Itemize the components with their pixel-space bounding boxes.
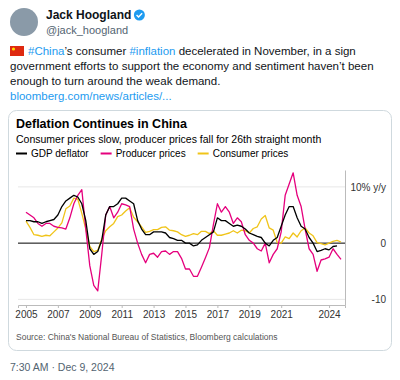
x-tick-mark xyxy=(281,305,282,308)
x-tick-mark xyxy=(249,305,250,308)
tweet-text: government efforts to support the econom… xyxy=(10,60,374,72)
y-tick: 0 xyxy=(345,238,386,249)
x-tick: 2005 xyxy=(15,305,38,320)
x-tick: 2013 xyxy=(143,305,166,320)
legend-swatch xyxy=(198,153,209,155)
x-tick: 2017 xyxy=(207,305,230,320)
x-tick-label: 2005 xyxy=(15,309,38,320)
grid-line xyxy=(18,299,345,300)
x-tick-label: 2007 xyxy=(47,309,70,320)
series-line xyxy=(26,173,341,291)
grid-line xyxy=(18,243,345,244)
tweet-text-line: enough to turn around the weak demand. xyxy=(10,75,220,87)
y-tick-label: 10% y/y xyxy=(350,182,386,193)
flag-icon xyxy=(10,46,24,56)
author-handle: @jack_hoogland xyxy=(46,24,128,36)
hashtag[interactable]: #inflation xyxy=(129,45,175,57)
chart-source: Source: China's National Bureau of Stati… xyxy=(16,332,277,342)
x-tick: 2007 xyxy=(47,305,70,320)
verified-badge xyxy=(134,10,145,21)
tweet-text-line: government efforts to support the econom… xyxy=(10,60,374,72)
x-tick: 2024 xyxy=(318,305,341,320)
tweet-text: enough to turn around the weak demand. xyxy=(10,75,220,87)
flag-star xyxy=(12,47,15,50)
x-tick: 2021 xyxy=(271,305,294,320)
tweet-text: ’s consumer xyxy=(64,45,129,57)
x-axis: 2005 2007 2009 2011 2013 2015 2017 2019 2021 2024 xyxy=(15,305,345,320)
legend-swatch xyxy=(16,153,27,155)
x-tick-mark xyxy=(26,305,27,308)
x-tick-mark xyxy=(185,305,186,308)
chart-title: Deflation Continues in China xyxy=(16,117,188,131)
x-tick-label: 2021 xyxy=(271,309,294,320)
y-tick-label: 0 xyxy=(380,238,386,249)
y-axis-line xyxy=(345,171,346,306)
y-tick: 10% y/y xyxy=(345,182,386,193)
legend-label: Consumer prices xyxy=(213,148,289,159)
x-tick-label: 2013 xyxy=(143,309,166,320)
x-tick-mark xyxy=(122,305,123,308)
verified-check xyxy=(137,13,143,17)
legend-label: GDP deflator xyxy=(31,148,89,159)
grid xyxy=(18,187,345,300)
tweet-text: decelerated in November, in a sign xyxy=(175,45,355,57)
series-line xyxy=(26,195,337,254)
tweet-text-line: #China’s consumer #inflation decelerated… xyxy=(28,45,356,57)
timestamp: 7:30 AM · Dec 9, 2024 xyxy=(10,361,115,373)
link[interactable]: bloomberg.com/news/articles/... xyxy=(10,90,172,102)
x-tick: 2019 xyxy=(239,305,262,320)
x-axis-line xyxy=(19,306,346,309)
y-tick: -10 xyxy=(345,294,386,305)
chart-card xyxy=(9,111,392,351)
x-tick: 2011 xyxy=(111,305,133,320)
legend-label: Producer prices xyxy=(116,148,186,159)
tweet-card: Jack Hoogland @jack_hoogland #China’s cons… xyxy=(0,0,400,380)
y-axis: 10% y/y 0 -10 xyxy=(345,171,386,306)
x-tick-mark xyxy=(90,305,91,308)
x-tick-label: 2019 xyxy=(239,309,262,320)
x-tick-mark xyxy=(329,305,330,308)
x-tick-label: 2017 xyxy=(207,309,230,320)
x-tick-mark xyxy=(154,305,155,308)
hashtag[interactable]: #China xyxy=(28,45,65,57)
x-tick-mark xyxy=(58,305,59,308)
plot-lines xyxy=(26,173,341,291)
avatar xyxy=(10,8,38,36)
x-tick-mark xyxy=(217,305,218,308)
y-tick-label: -10 xyxy=(372,294,387,305)
legend-swatch xyxy=(101,153,112,155)
chart-subtitle: Consumer prices slow, producer prices fa… xyxy=(16,133,321,145)
x-tick-label: 2011 xyxy=(111,309,133,320)
x-tick-label: 2009 xyxy=(79,309,102,320)
author-name: Jack Hoogland xyxy=(46,8,131,22)
x-tick: 2009 xyxy=(79,305,102,320)
x-tick-label: 2015 xyxy=(175,309,198,320)
x-tick-label: 2024 xyxy=(318,309,341,320)
x-tick: 2015 xyxy=(175,305,198,320)
